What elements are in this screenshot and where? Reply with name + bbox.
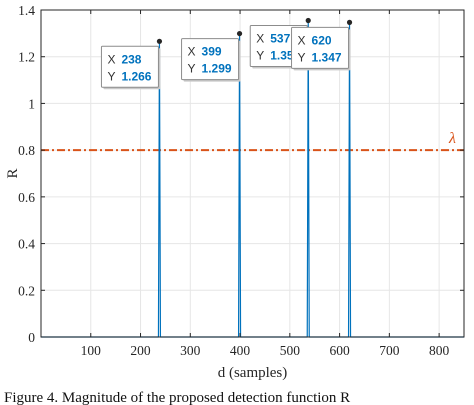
datatip-y-value: 1.299 <box>202 62 232 76</box>
datatip: X 399 Y 1.299 <box>181 38 241 82</box>
x-axis-label: d (samples) <box>218 365 288 381</box>
figure-caption: Figure 4. Magnitude of the proposed dete… <box>4 390 350 405</box>
datatip-y-value: 1.347 <box>312 50 342 64</box>
tick-label-layer: 100 200 300 400 500 600 700 800 0 0.2 0.4 0.6 0.8 1 1.… <box>18 3 449 358</box>
y-tick-label: 0.2 <box>18 283 35 298</box>
x-tick-label: 100 <box>81 343 102 358</box>
datatip-x-value: 620 <box>312 33 332 47</box>
axes-layer <box>40 9 465 338</box>
datatip-x-key: X <box>188 45 196 59</box>
datatip: X 238 Y 1.266 <box>100 45 161 90</box>
datatip-box <box>181 38 240 81</box>
y-axis-label: R <box>5 168 21 178</box>
y-tick-label: 1.2 <box>18 50 35 65</box>
datatip-x-value: 537 <box>270 32 290 46</box>
datatip-y-key: Y <box>188 62 196 76</box>
y-tick-label: 0.8 <box>18 143 35 158</box>
peak-marker <box>346 19 353 25</box>
datatip-y-key: Y <box>107 69 115 83</box>
x-tick-label: 500 <box>280 343 301 358</box>
datatip-y-value: 1.266 <box>121 69 151 83</box>
x-tick-label: 400 <box>230 343 251 358</box>
datatip-x-key: X <box>107 52 115 66</box>
x-tick-label: 200 <box>130 343 151 358</box>
threshold-label: λ <box>448 130 456 147</box>
datatip-y-key: Y <box>256 49 264 63</box>
peak-marker <box>236 30 243 37</box>
x-tick-label: 800 <box>429 343 450 358</box>
x-tick-label: 700 <box>379 343 400 358</box>
datatip-y-key: Y <box>298 50 306 64</box>
y-tick-label: 0.4 <box>18 237 35 252</box>
datatip-x-key: X <box>298 33 306 47</box>
axes-box <box>40 9 465 338</box>
datatip-box <box>100 45 159 88</box>
x-tick-label: 300 <box>180 343 201 358</box>
datatip-x-value: 238 <box>121 52 141 66</box>
y-tick-label: 1.4 <box>18 3 35 18</box>
datatip-box <box>291 26 350 69</box>
datatip: X 620 Y 1.347 <box>291 26 351 71</box>
y-tick-label: 0 <box>28 330 35 345</box>
datatip-x-key: X <box>256 32 264 46</box>
datatip-x-value: 399 <box>202 45 222 59</box>
y-tick-label: 0.6 <box>18 190 35 205</box>
peak-marker <box>156 38 163 44</box>
y-tick-label: 1 <box>28 96 35 111</box>
peak-marker <box>305 17 311 24</box>
x-tick-label: 600 <box>329 343 350 358</box>
